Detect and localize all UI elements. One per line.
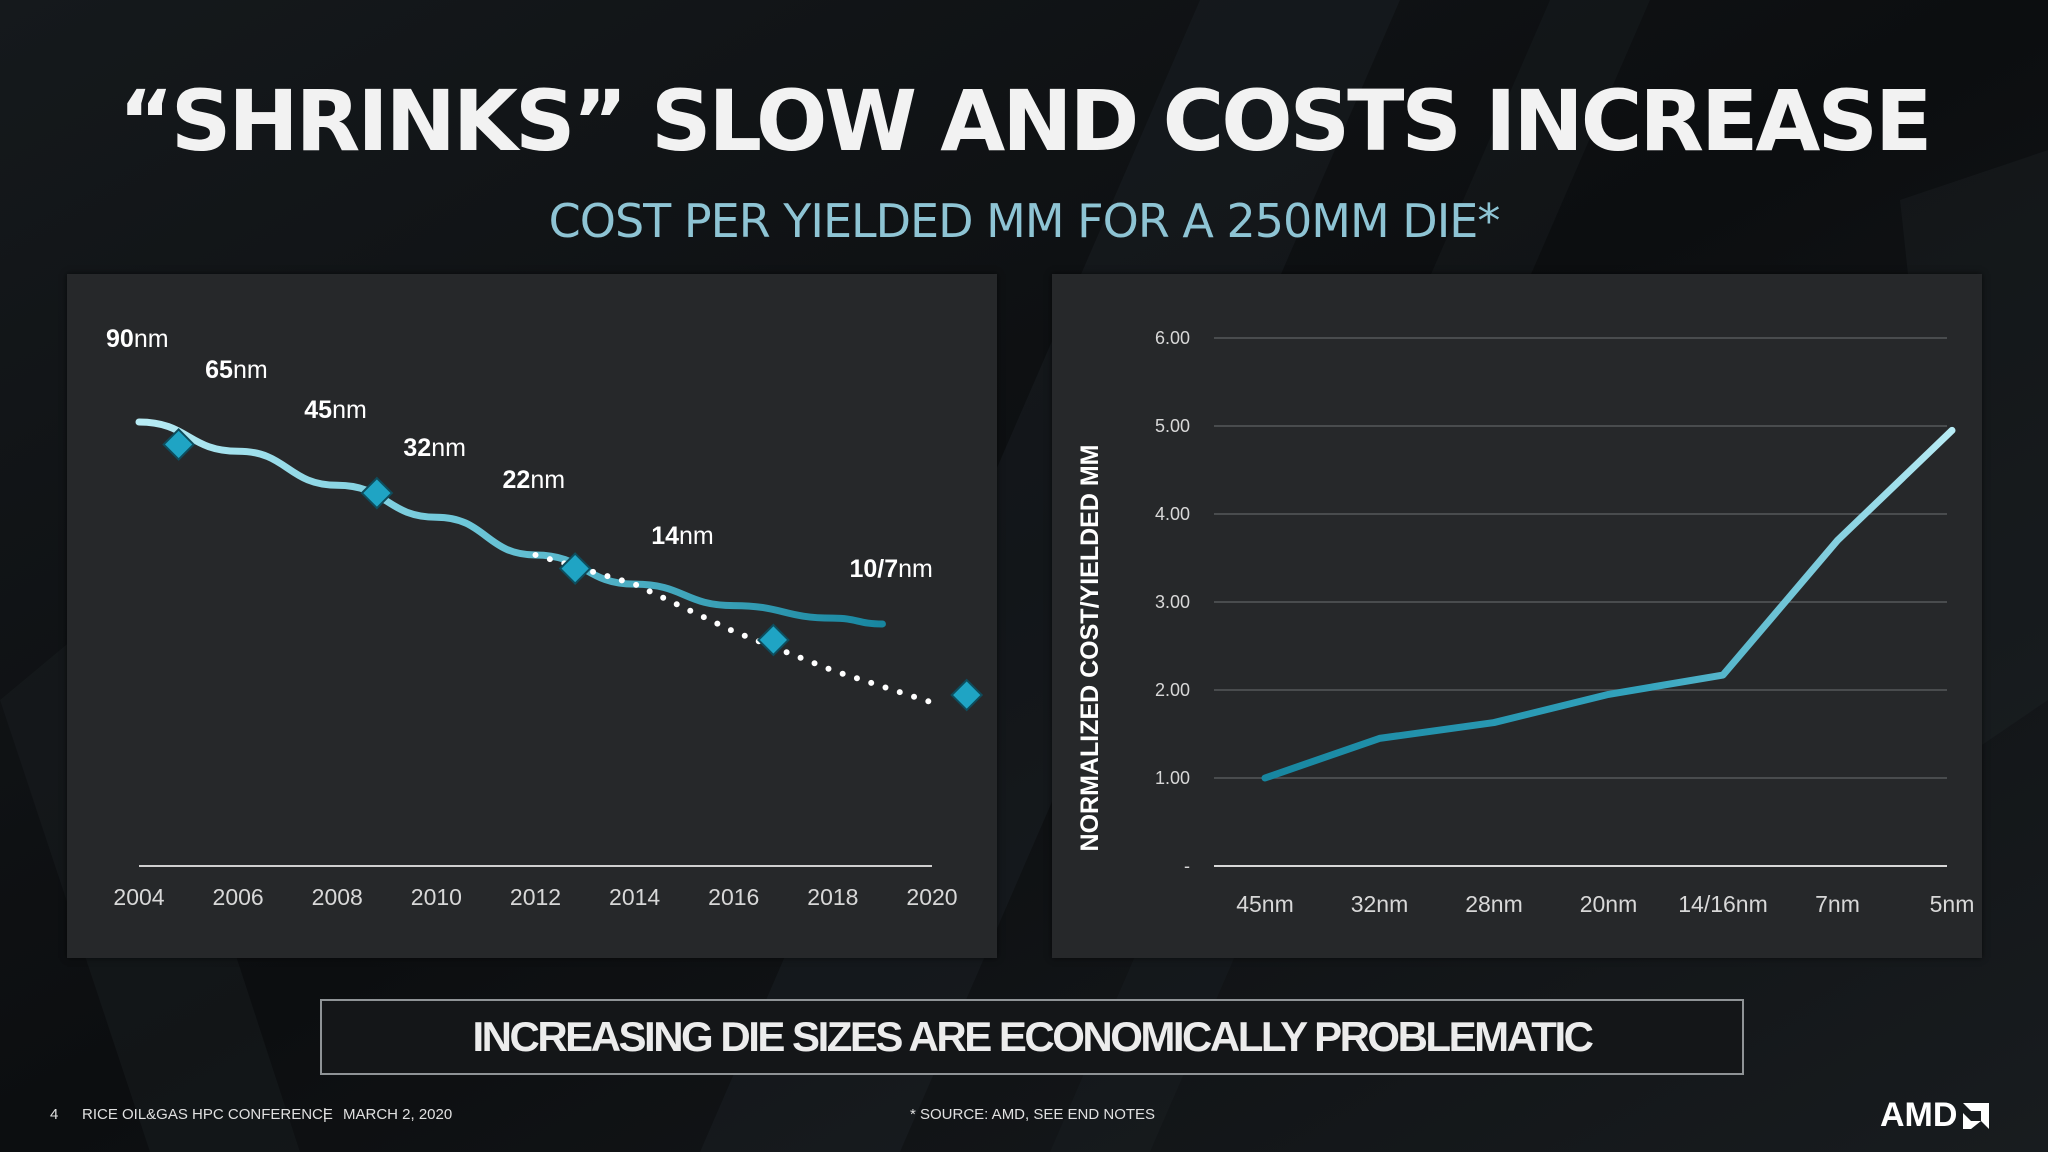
x-category-label: 20nm [1580,891,1638,917]
x-tick-label: 2010 [411,884,462,910]
x-category-label: 28nm [1465,891,1523,917]
y-tick-label: 6.00 [1155,328,1190,348]
x-tick-label: 2012 [510,884,561,910]
x-tick-label: 2006 [213,884,264,910]
x-category-label: 5nm [1930,891,1975,917]
process-node-label: 14nm [651,522,714,550]
y-tick-label: 3.00 [1155,592,1190,612]
amd-logo: AMD [1880,1096,1991,1135]
y-tick-label: 5.00 [1155,416,1190,436]
x-tick-label: 2016 [708,884,759,910]
data-marker-diamond [360,476,394,510]
y-tick-label: 2.00 [1155,680,1190,700]
y-tick-label: 1.00 [1155,768,1190,788]
y-tick-label: - [1184,856,1190,876]
series-line-solid [135,418,886,628]
process-node-label: 32nm [403,434,466,462]
conclusion-banner: INCREASING DIE SIZES ARE ECONOMICALLY PR… [320,999,1744,1075]
process-node-label: 10/7nm [849,555,932,583]
chart-left-svg: 2004 2006 2008 2010 2012 2014 2016 2018 2020 90nm… [106,325,984,910]
x-category-label: 14/16nm [1678,891,1768,917]
x-tick-label: 2018 [807,884,858,910]
process-node-label: 22nm [503,466,566,494]
footer-conference: RICE OIL&GAS HPC CONFERENCE [82,1106,333,1123]
source-note: * SOURCE: AMD, SEE END NOTES [910,1106,1156,1123]
slide-title: “SHRINKS” SLOW AND COSTS INCREASE [118,72,1933,170]
footer-separator: | [323,1106,327,1123]
chart-right-svg: - 1.00 2.00 3.00 4.00 5.00 6.00 NORMALIZED COST… [1076,328,1975,917]
y-tick-label: 4.00 [1155,504,1190,524]
data-marker-diamond [950,678,984,712]
chart-panel-right: - 1.00 2.00 3.00 4.00 5.00 6.00 NORMALIZED COST… [1052,274,1982,958]
x-tick-label: 2008 [312,884,363,910]
x-category-label: 7nm [1815,891,1860,917]
x-category-label: 45nm [1236,891,1294,917]
amd-logo-text: AMD [1880,1096,1958,1134]
process-node-label: 45nm [304,396,367,424]
slide-subtitle: COST PER YIELDED MM FOR A 250MM DIE* [548,194,1501,248]
x-tick-label: 2004 [113,884,164,910]
y-axis-title: NORMALIZED COST/YIELDED MM [1076,445,1104,852]
data-marker-diamond [756,623,790,657]
footer-date: MARCH 2, 2020 [343,1106,453,1123]
x-tick-label: 2020 [906,884,957,910]
footer-page-number: 4 [50,1106,59,1123]
data-marker-diamond [558,552,592,585]
banner-text: INCREASING DIE SIZES ARE ECONOMICALLY PR… [472,1013,1594,1060]
process-node-label: 65nm [205,356,268,384]
amd-arrow-icon [1963,1102,1990,1129]
data-marker-diamond [162,428,196,461]
process-node-label: 90nm [106,325,169,353]
x-tick-label: 2014 [609,884,660,910]
chart-panel-left: 2004 2006 2008 2010 2012 2014 2016 2018 2020 90nm… [67,274,997,958]
x-category-label: 32nm [1351,891,1409,917]
series-line [1261,426,1956,782]
